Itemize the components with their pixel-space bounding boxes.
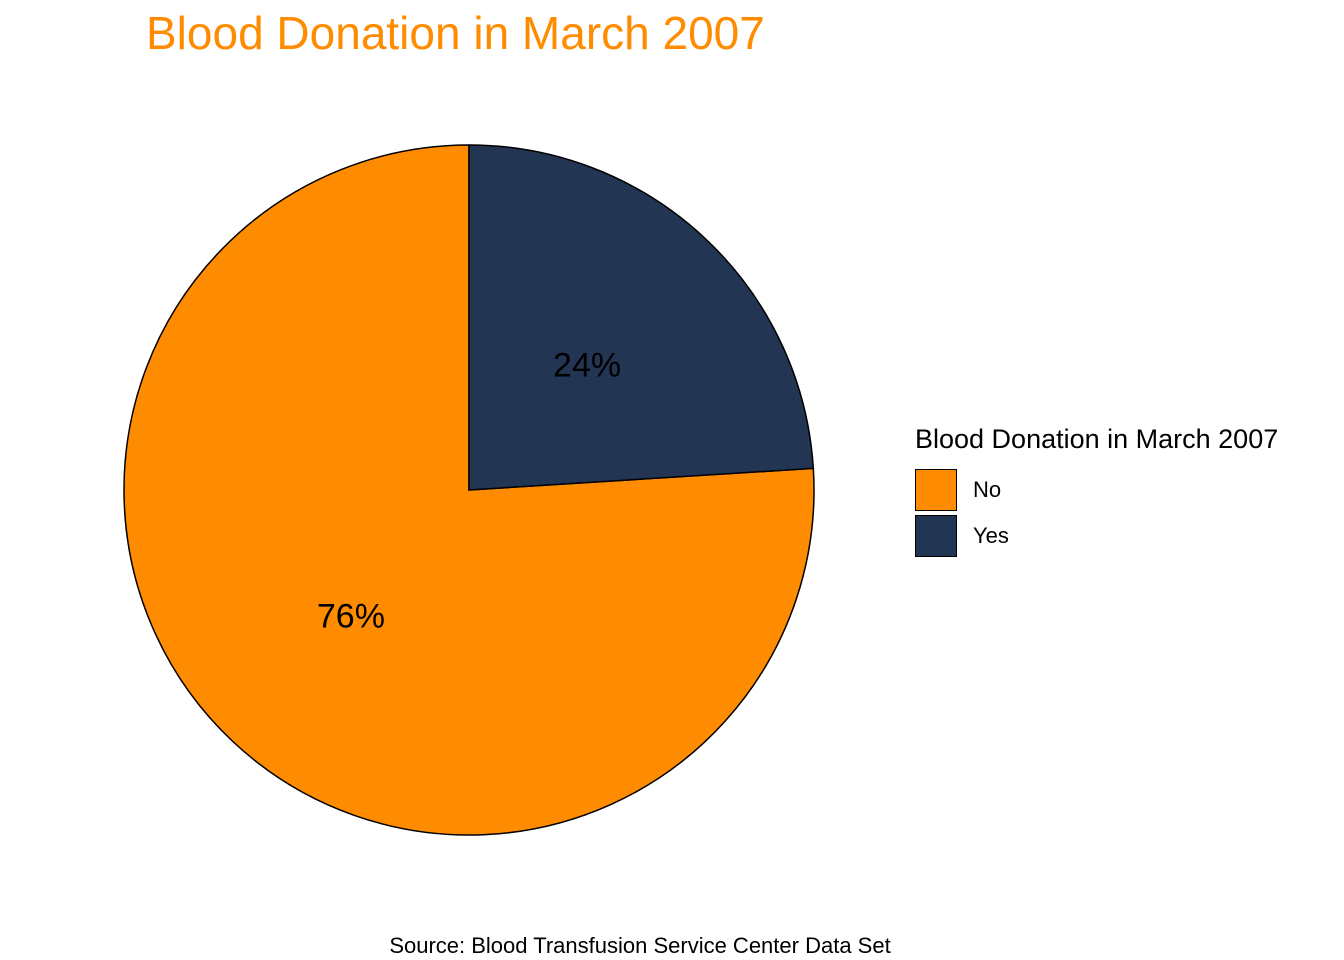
legend-label-yes: Yes [973, 523, 1009, 548]
legend-item-no: No [915, 467, 1278, 513]
chart-title: Blood Donation in March 2007 [146, 7, 765, 59]
legend-swatch-no [915, 469, 957, 511]
pie-label-no: 76% [317, 598, 385, 636]
chart-caption: Source: Blood Transfusion Service Center… [389, 933, 891, 958]
legend-item-yes: Yes [915, 513, 1278, 559]
legend-label-no: No [973, 477, 1002, 502]
pie-label-yes: 24% [553, 346, 621, 384]
pie-slice-yes [468, 144, 815, 491]
legend-title: Blood Donation in March 2007 [915, 424, 1279, 454]
legend: Blood Donation in March 2007 No Yes [915, 424, 1278, 559]
legend-swatch-yes [915, 515, 957, 557]
